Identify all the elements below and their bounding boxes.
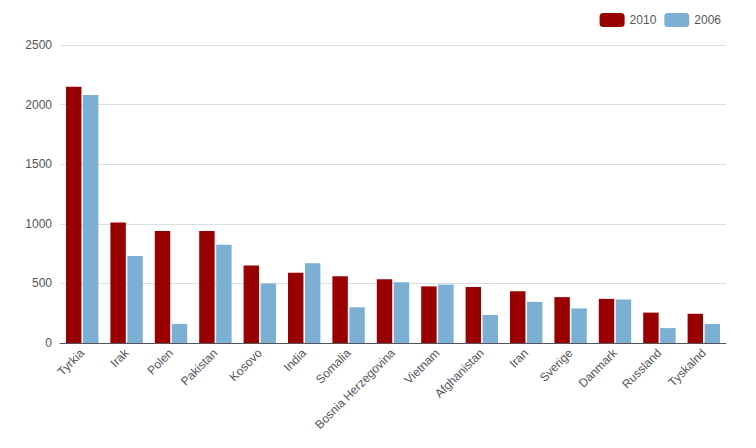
svg-text:2010: 2010 [630,13,657,27]
svg-text:2006: 2006 [694,13,721,27]
svg-text:Irak: Irak [108,345,133,370]
svg-text:Tyrkia: Tyrkia [55,346,88,379]
svg-text:Iran: Iran [507,346,532,371]
svg-text:2000: 2000 [25,98,52,112]
svg-text:Kosovo: Kosovo [227,346,265,384]
svg-text:Danmark: Danmark [576,345,621,390]
svg-text:Pakistan: Pakistan [178,346,220,388]
svg-text:Russland: Russland [619,346,664,391]
svg-text:1500: 1500 [25,157,52,171]
svg-text:Afghanistan: Afghanistan [432,346,487,401]
svg-text:Sverige: Sverige [537,346,576,385]
svg-text:Tyskalnd: Tyskalnd [665,346,708,389]
svg-text:Bosnia Herzegovina: Bosnia Herzegovina [312,346,398,432]
svg-text:1000: 1000 [25,217,52,231]
svg-text:0: 0 [45,336,52,350]
svg-text:Somalia: Somalia [313,346,354,387]
svg-text:2500: 2500 [25,38,52,52]
svg-text:Polen: Polen [144,346,176,378]
svg-text:India: India [281,346,310,375]
svg-text:Vietnam: Vietnam [402,346,443,387]
svg-text:500: 500 [32,276,52,290]
